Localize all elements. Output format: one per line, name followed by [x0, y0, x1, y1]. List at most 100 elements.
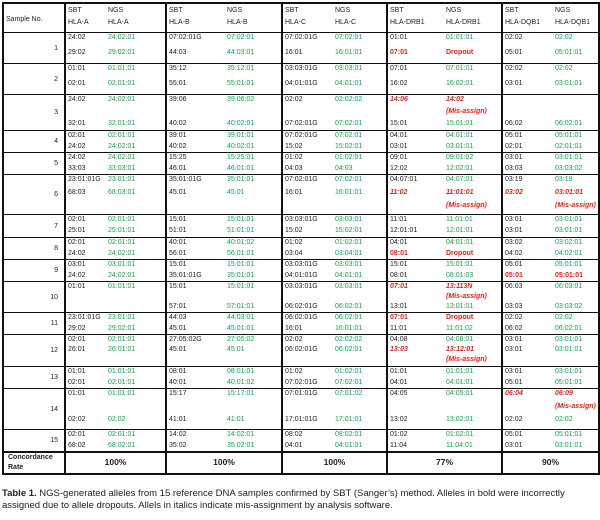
sbt-allele-cell: [165, 106, 225, 119]
sbt-allele-cell: 35:02: [165, 440, 225, 452]
sbt-allele-cell: 03:03:01G: [281, 63, 333, 79]
table-row: 02:02 02:02 41:01 41:01 17:01:01G 17:01:01 13:…: [3, 414, 600, 430]
sbt-allele-cell: [281, 291, 333, 302]
sbt-allele-cell: 02:02: [501, 312, 553, 324]
ngs-allele-cell: 40:01:02: [227, 378, 255, 386]
sbt-allele-cell: 29:02: [64, 323, 106, 335]
sbt-allele-cell: 35:12: [165, 63, 225, 79]
ngs-allele-cell: 35:01:01: [225, 174, 282, 188]
sbt-allele-cell: 04:03: [281, 163, 333, 175]
ngs-allele-cell: (Mis-assign): [553, 401, 600, 415]
sbt-allele-cell: 03:03:01G: [281, 281, 333, 292]
table-row: 15 02:01 02:01:01 14:02 14:02:01 08:02 08:02:0…: [2, 429, 600, 452]
sbt-allele-cell: 05:01: [501, 270, 553, 282]
sbt-allele-cell: 06:02:01G: [281, 344, 333, 355]
sbt-allele-cell: 07:02:01G: [281, 377, 333, 389]
ngs-allele-cell: 03:03:02: [553, 301, 600, 313]
ngs-allele-cell: 32:01:01: [108, 119, 136, 127]
sbt-allele-cell: 17:01:01G: [281, 414, 333, 430]
sbt-allele-cell: 15:02: [281, 141, 333, 153]
table-row: 29:02 29:02:01 45:01 45:01:01 16:01 16:01:01 1…: [3, 323, 600, 335]
ngs-allele-cell: 16:02:01: [446, 79, 474, 87]
ngs-allele-cell: 01:01:01: [106, 63, 166, 79]
table-caption: Table 1. NGS-generated alleles from 15 r…: [2, 488, 598, 512]
table-row: 14 01:01 01:01:01 15:17 15:17:01 07:01:01G 07:…: [2, 388, 600, 430]
ngs-allele-cell: 01:01:01: [106, 366, 166, 378]
sample-number: 11: [2, 312, 65, 335]
ngs-allele-cell: 45:01: [227, 345, 245, 353]
table-row: 13 01:01 01:01:01 08:01 08:01:01 01:02 01:02:0…: [2, 366, 600, 389]
ngs-allele-cell: 46:01:01: [227, 164, 255, 172]
hla-concordance-table: Sample No. SBT HLA-A NGS HLA-A SBT HLA-B NGS HLA…: [2, 2, 600, 475]
sbt-gene-label: HLA-DRB1: [390, 19, 425, 26]
ngs-method-label: NGS: [227, 7, 243, 14]
sbt-allele-cell: 45:01: [165, 323, 225, 335]
header-row: Sample No. SBT HLA-A NGS HLA-A SBT HLA-B NGS HLA…: [2, 2, 600, 33]
sbt-allele-cell: 06:03: [501, 281, 553, 292]
ngs-allele-cell: 03:19: [553, 174, 600, 188]
sbt-allele-cell: 05:01: [501, 47, 553, 64]
sbt-allele-cell: 03:19: [501, 174, 553, 188]
ngs-allele-cell: 01:01:01: [106, 281, 166, 292]
ngs-allele-cell: 04:01:01: [446, 378, 474, 386]
table-row: (Mis-assign) (Mis-assign): [3, 200, 600, 215]
ngs-gene-label: HLA-A: [108, 19, 129, 26]
sbt-allele-cell: 45:01: [165, 187, 225, 201]
ngs-allele-cell: (Mis-assign): [553, 200, 600, 215]
sbt-header-1: SBT HLA-B: [165, 2, 225, 33]
ngs-allele-cell: 09:01:02: [444, 152, 502, 164]
ngs-allele-cell: 40:01:02: [225, 237, 282, 249]
sbt-allele-cell: 27:05:02G: [165, 334, 225, 345]
ngs-allele-cell: 02:01:01: [106, 214, 166, 226]
sbt-allele-cell: 04:01: [386, 237, 444, 249]
sbt-allele-cell: 11:02: [386, 187, 444, 201]
sbt-allele-cell: 15:17: [165, 388, 225, 402]
ngs-method-label: NGS: [108, 7, 124, 14]
ngs-allele-cell: 16:01:01: [335, 48, 363, 56]
ngs-allele-cell: 12:01:01: [446, 226, 474, 234]
sbt-allele-cell: 03:04: [281, 248, 333, 260]
sbt-allele-cell: 16:01: [281, 187, 333, 201]
sbt-allele-cell: 15:01: [165, 259, 225, 271]
ngs-allele-cell: 14:02: [444, 94, 502, 107]
sbt-allele-cell: 13:02: [386, 414, 444, 430]
sbt-allele-cell: 15:01: [386, 118, 444, 131]
sbt-allele-cell: [386, 291, 444, 302]
sbt-allele-cell: 03:02: [501, 187, 553, 201]
sbt-allele-cell: 12:01:01: [386, 225, 444, 238]
sbt-allele-cell: 15:25: [165, 152, 225, 164]
sbt-allele-cell: 07:01: [386, 312, 444, 324]
sbt-allele-cell: 04:07:01: [386, 174, 444, 188]
ngs-allele-cell: [333, 292, 387, 302]
sbt-allele-cell: 26:01: [64, 344, 106, 355]
sample-no-header: Sample No.: [2, 2, 65, 33]
ngs-allele-cell: 03:03:01: [333, 259, 387, 271]
ngs-allele-cell: 04:01:01: [444, 130, 502, 142]
sbt-allele-cell: 01:02: [281, 237, 333, 249]
ngs-allele-cell: 24:02:01: [108, 271, 136, 279]
sample-number: 14: [2, 388, 65, 430]
sbt-allele-cell: 02:01: [501, 141, 553, 153]
sbt-gene-label: HLA-A: [68, 19, 89, 26]
ngs-allele-cell: 02:01:01: [106, 130, 166, 142]
sbt-allele-cell: 01:02: [386, 429, 444, 441]
ngs-allele-cell: 35:01:01: [227, 271, 255, 279]
sbt-allele-cell: 07:01:01G: [281, 388, 333, 402]
sbt-allele-cell: 02:02: [501, 32, 553, 48]
table-row: 02:01 02:01:01 55:01 55:01:01 04:01:01G 04:01…: [3, 78, 600, 95]
ngs-allele-cell: 01:02:01: [333, 237, 387, 249]
ngs-allele-cell: [225, 292, 282, 302]
sbt-allele-cell: 24:02: [64, 94, 106, 107]
ngs-allele-cell: 03:01:01: [553, 366, 600, 378]
sbt-allele-cell: [64, 291, 106, 302]
ngs-allele-cell: 02:02: [553, 414, 600, 430]
sbt-allele-cell: [281, 106, 333, 119]
ngs-allele-cell: 03:01:01: [553, 334, 600, 345]
sbt-allele-cell: 02:02: [501, 63, 553, 79]
ngs-allele-cell: 29:02:01: [108, 48, 136, 56]
ngs-allele-cell: 11:01:02: [446, 324, 473, 332]
ngs-allele-cell: 03:01:01: [446, 142, 474, 150]
ngs-allele-cell: 27:05:02: [225, 334, 282, 345]
ngs-allele-cell: 35:02:01: [227, 441, 255, 449]
sample-number: 10: [2, 281, 65, 313]
